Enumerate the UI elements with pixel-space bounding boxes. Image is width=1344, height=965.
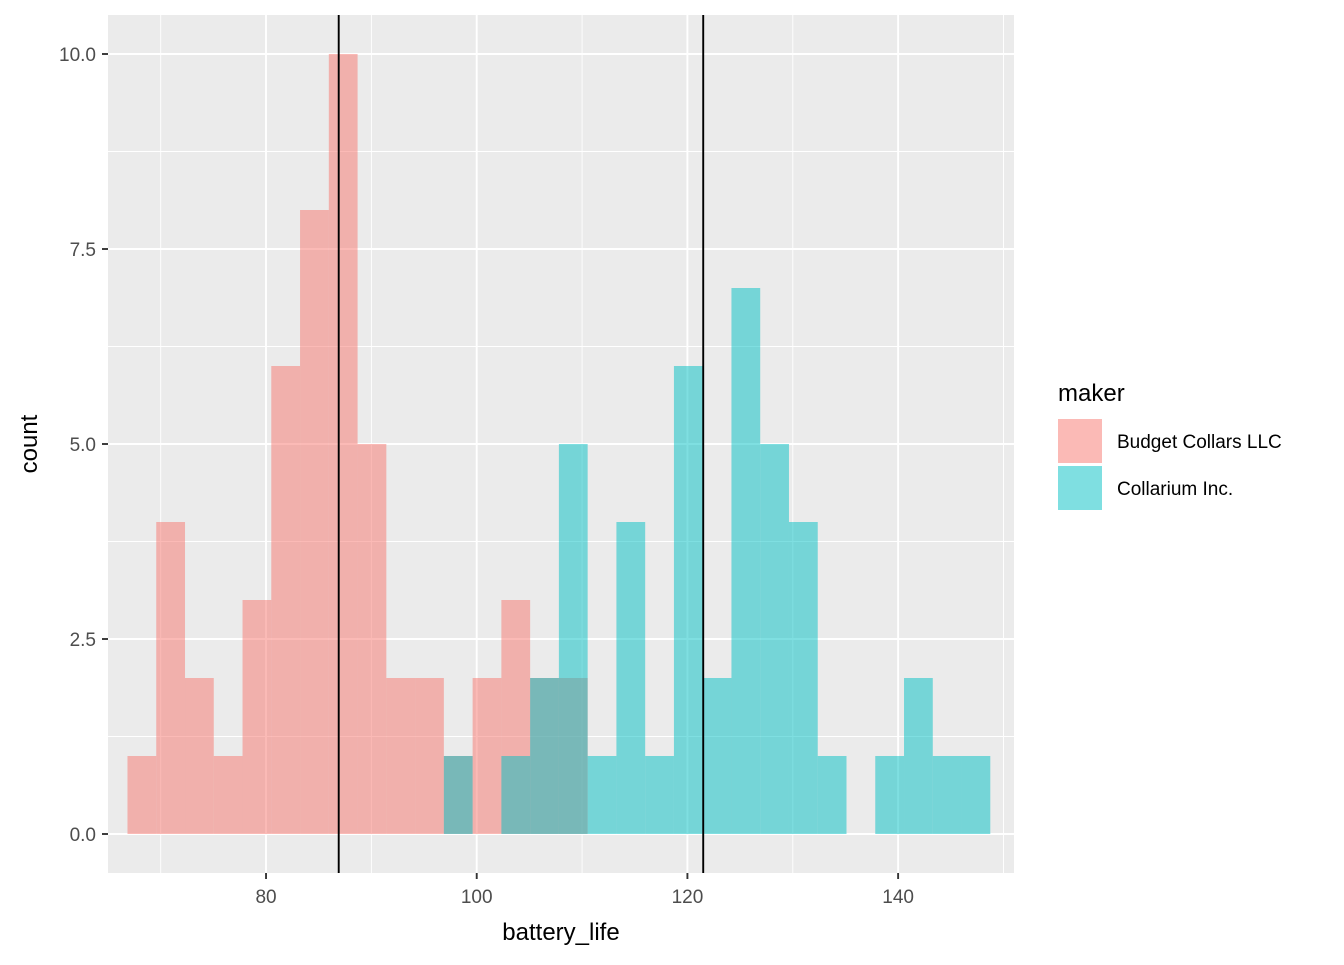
y-tick-label: 10.0 — [59, 45, 96, 66]
bar-budget-collars — [271, 366, 301, 834]
bar-budget-collars — [300, 210, 329, 834]
bar-collarium — [673, 366, 703, 834]
bar-collarium — [817, 756, 847, 834]
bar-collarium — [702, 678, 732, 834]
bar-collarium — [587, 756, 617, 834]
legend-item-budget-collars: Budget Collars LLC — [1058, 419, 1282, 463]
legend-key-budget-collars — [1058, 419, 1102, 463]
bar-budget-collars — [213, 756, 243, 834]
bar-collarium — [760, 444, 789, 834]
bar-budget-collars — [242, 600, 272, 834]
legend-key-collarium — [1058, 466, 1102, 510]
bar-budget-collars — [328, 54, 358, 834]
bar-collarium — [731, 288, 761, 834]
y-axis-title: count — [16, 414, 43, 473]
x-axis: 80 100 120 140 — [255, 873, 914, 908]
x-tick-label: 80 — [255, 887, 276, 908]
bar-collarium — [530, 678, 559, 834]
bar-collarium — [501, 756, 531, 834]
legend: maker Budget Collars LLC Collarium Inc. — [1058, 380, 1282, 510]
legend-label-collarium: Collarium Inc. — [1117, 479, 1233, 500]
bar-collarium — [788, 522, 818, 834]
bar-budget-collars — [415, 678, 444, 834]
x-tick-label: 100 — [461, 887, 493, 908]
legend-label-budget-collars: Budget Collars LLC — [1117, 432, 1282, 453]
bar-budget-collars — [127, 756, 157, 834]
bar-collarium — [932, 756, 962, 834]
y-tick-label: 0.0 — [70, 825, 96, 846]
bar-budget-collars — [472, 678, 502, 834]
histogram-bars — [127, 54, 991, 834]
reference-lines — [337, 15, 705, 873]
x-axis-title: battery_life — [502, 919, 619, 946]
bar-collarium — [558, 444, 588, 834]
bar-collarium — [961, 756, 991, 834]
y-tick-label: 5.0 — [70, 435, 96, 456]
y-tick-label: 7.5 — [70, 240, 96, 261]
bar-collarium — [875, 756, 905, 834]
bar-collarium — [904, 678, 933, 834]
bar-collarium — [443, 756, 473, 834]
legend-item-collarium: Collarium Inc. — [1058, 466, 1233, 510]
bar-collarium — [616, 522, 646, 834]
bar-budget-collars — [185, 678, 214, 834]
y-tick-label: 2.5 — [70, 630, 96, 651]
bar-budget-collars — [156, 522, 186, 834]
bar-collarium — [645, 756, 674, 834]
bar-budget-collars — [357, 444, 387, 834]
y-axis: 0.0 2.5 5.0 7.5 10.0 — [59, 45, 108, 846]
x-tick-label: 120 — [672, 887, 704, 908]
bar-budget-collars — [386, 678, 416, 834]
x-tick-label: 140 — [882, 887, 914, 908]
legend-title: maker — [1058, 380, 1125, 407]
